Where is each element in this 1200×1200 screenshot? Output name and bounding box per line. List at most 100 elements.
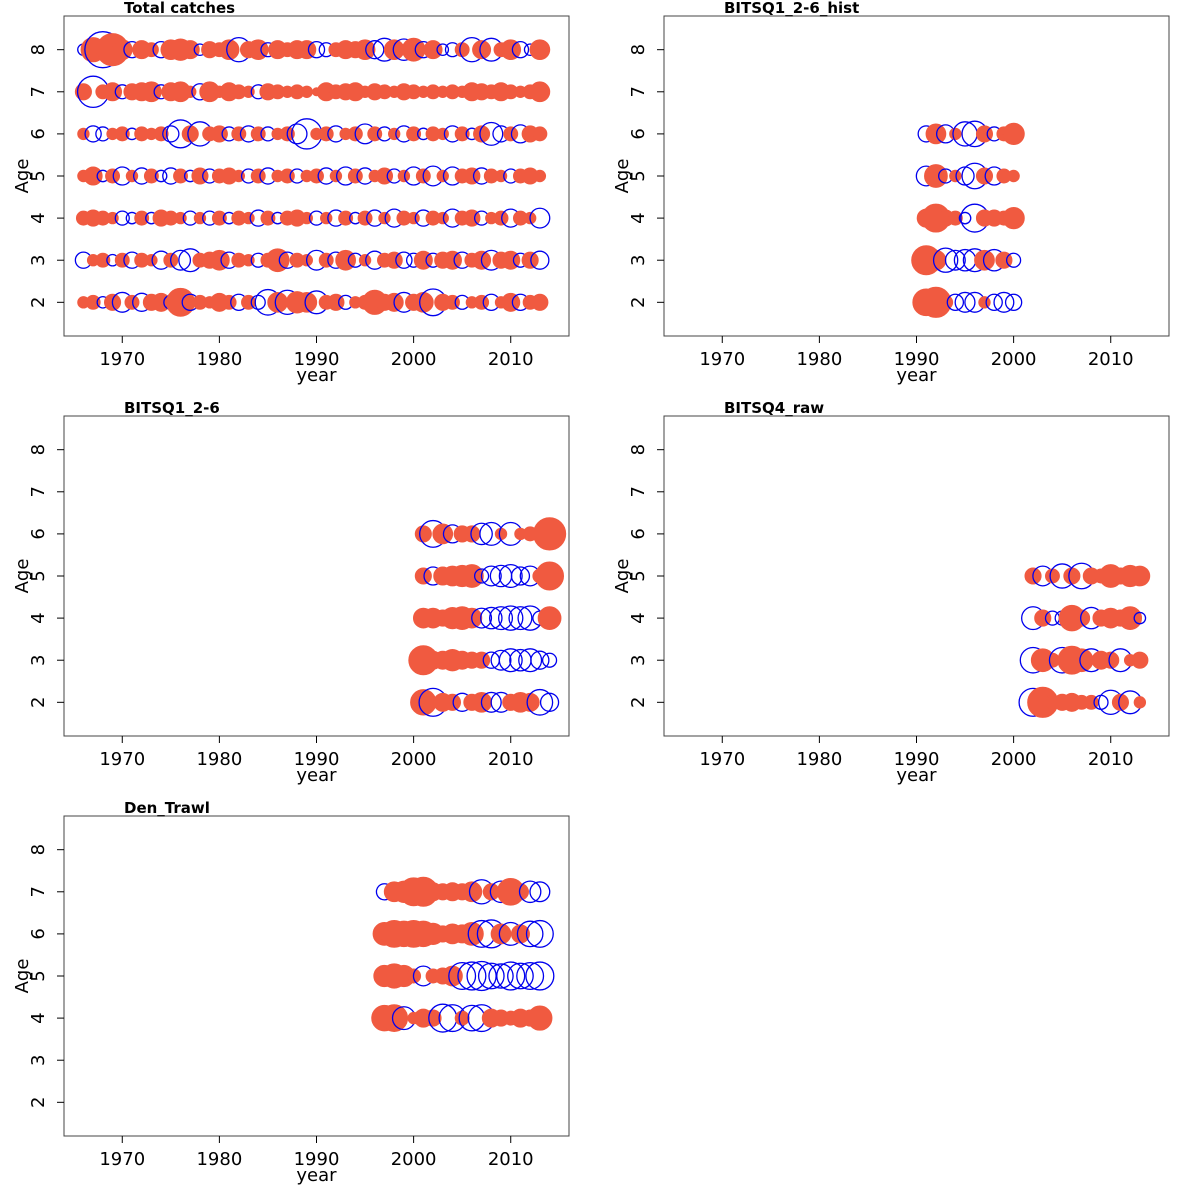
bubble-point <box>472 40 492 60</box>
x-tick-label: 1970 <box>99 749 145 770</box>
bubble-point <box>125 169 139 183</box>
y-tick-label: 2 <box>628 297 649 308</box>
bubble-point <box>1133 611 1147 625</box>
x-tick-label: 1990 <box>294 349 340 370</box>
y-tick-label: 8 <box>628 44 649 55</box>
bubble-point <box>250 294 266 310</box>
bubble-point <box>436 211 449 225</box>
y-tick-label: 8 <box>628 444 649 455</box>
bubble-point <box>949 127 962 141</box>
bubble-point <box>436 43 450 57</box>
bubble-point <box>114 210 130 226</box>
y-tick-label: 4 <box>628 212 649 223</box>
bubble-point <box>134 210 150 226</box>
bubble-point <box>181 125 199 143</box>
bubble-point <box>385 251 403 269</box>
bubble-point <box>498 648 523 673</box>
y-tick-label: 7 <box>28 886 49 897</box>
bubble-point <box>184 85 197 98</box>
bubble-point <box>338 210 354 226</box>
bubble-point <box>410 689 437 716</box>
x-tick-label: 2000 <box>391 749 437 770</box>
bubble-point <box>532 517 567 551</box>
bubble-point <box>473 568 490 584</box>
y-tick-label: 3 <box>28 654 49 665</box>
bubble-point <box>974 249 995 271</box>
bubble-point <box>153 126 169 142</box>
panel-5: Den_Trawl 1970 1980 1990 2000 2010 year 2 3 4 5 6 7 8… <box>12 799 570 1186</box>
x-tick-label: 1970 <box>699 349 745 370</box>
x-axis-title: year <box>896 765 937 786</box>
bubble-point <box>526 688 554 716</box>
x-tick-label: 2010 <box>1088 749 1134 770</box>
x-tick-label: 1980 <box>196 1149 242 1170</box>
y-tick-label: 8 <box>28 44 49 55</box>
bubble-point <box>242 211 255 225</box>
bubble-point <box>173 168 189 184</box>
y-axis-title: Age <box>12 559 33 594</box>
bubble-point <box>949 169 962 183</box>
bubble-point <box>1073 609 1091 627</box>
bubble-point <box>518 880 542 904</box>
bubble-point <box>1044 652 1060 668</box>
bubble-point <box>347 168 363 184</box>
panel-2: BITSQ1_2-6_hist 1970 1980 1990 2000 2010 year 2… <box>612 0 1170 386</box>
y-tick-label: 7 <box>28 86 49 97</box>
bubble-point <box>260 210 276 226</box>
bubble-point <box>442 250 462 270</box>
bubble-point <box>539 692 560 712</box>
bubble-point <box>521 251 539 269</box>
x-tick-label: 2000 <box>991 349 1037 370</box>
bubble-point <box>535 561 565 591</box>
bubble-point <box>473 125 491 143</box>
x-tick-label: 1990 <box>294 1149 340 1170</box>
y-tick-label: 5 <box>28 570 49 581</box>
y-axis-title: Age <box>612 159 633 194</box>
bubble-point <box>457 961 487 991</box>
bubble-point <box>111 39 133 61</box>
bubble-point <box>1002 122 1025 146</box>
bubble-point <box>1005 252 1022 268</box>
bubble-point <box>508 606 533 631</box>
bubble-point <box>1069 648 1094 673</box>
bubble-point <box>954 291 976 313</box>
y-tick-label: 6 <box>28 928 49 939</box>
bubble-point <box>1118 606 1143 630</box>
bubble-point <box>530 650 550 670</box>
bubble-point <box>250 168 266 184</box>
bubble-point <box>1044 568 1060 584</box>
bubble-point <box>162 125 180 143</box>
y-tick-label: 2 <box>28 1097 49 1108</box>
bubble-point <box>307 40 326 59</box>
bubble-point <box>365 40 385 60</box>
bubble-point <box>318 252 334 268</box>
bubble-point <box>83 166 103 186</box>
bubble-point <box>944 249 966 271</box>
bubble-point <box>461 881 483 903</box>
plot-frame <box>63 415 570 737</box>
bubble-point <box>488 606 514 631</box>
panel-title: BITSQ1_2-6_hist <box>724 0 859 17</box>
bubble-point <box>209 249 230 271</box>
y-tick-label: 6 <box>28 128 49 139</box>
bubble-point <box>985 293 1003 312</box>
bubble-point <box>114 252 130 268</box>
panel-title: Total catches <box>124 0 235 17</box>
x-tick-label: 1980 <box>796 349 842 370</box>
x-axis-title: year <box>296 1165 337 1186</box>
bubble-point <box>105 168 121 184</box>
y-tick-label: 7 <box>28 486 49 497</box>
x-tick-label: 2010 <box>488 349 534 370</box>
bubble-point <box>231 126 247 142</box>
x-axis-title: year <box>296 365 337 386</box>
y-tick-label: 5 <box>28 970 49 981</box>
bubble-point <box>1002 206 1025 230</box>
y-axis-title: Age <box>612 559 633 594</box>
y-axis-title: Age <box>12 959 33 994</box>
y-tick-label: 2 <box>628 697 649 708</box>
bubble-point <box>507 962 534 990</box>
bubble-point <box>460 922 484 946</box>
plot-frame <box>63 815 570 1137</box>
bubble-point <box>211 210 227 226</box>
bubble-point <box>454 126 470 142</box>
